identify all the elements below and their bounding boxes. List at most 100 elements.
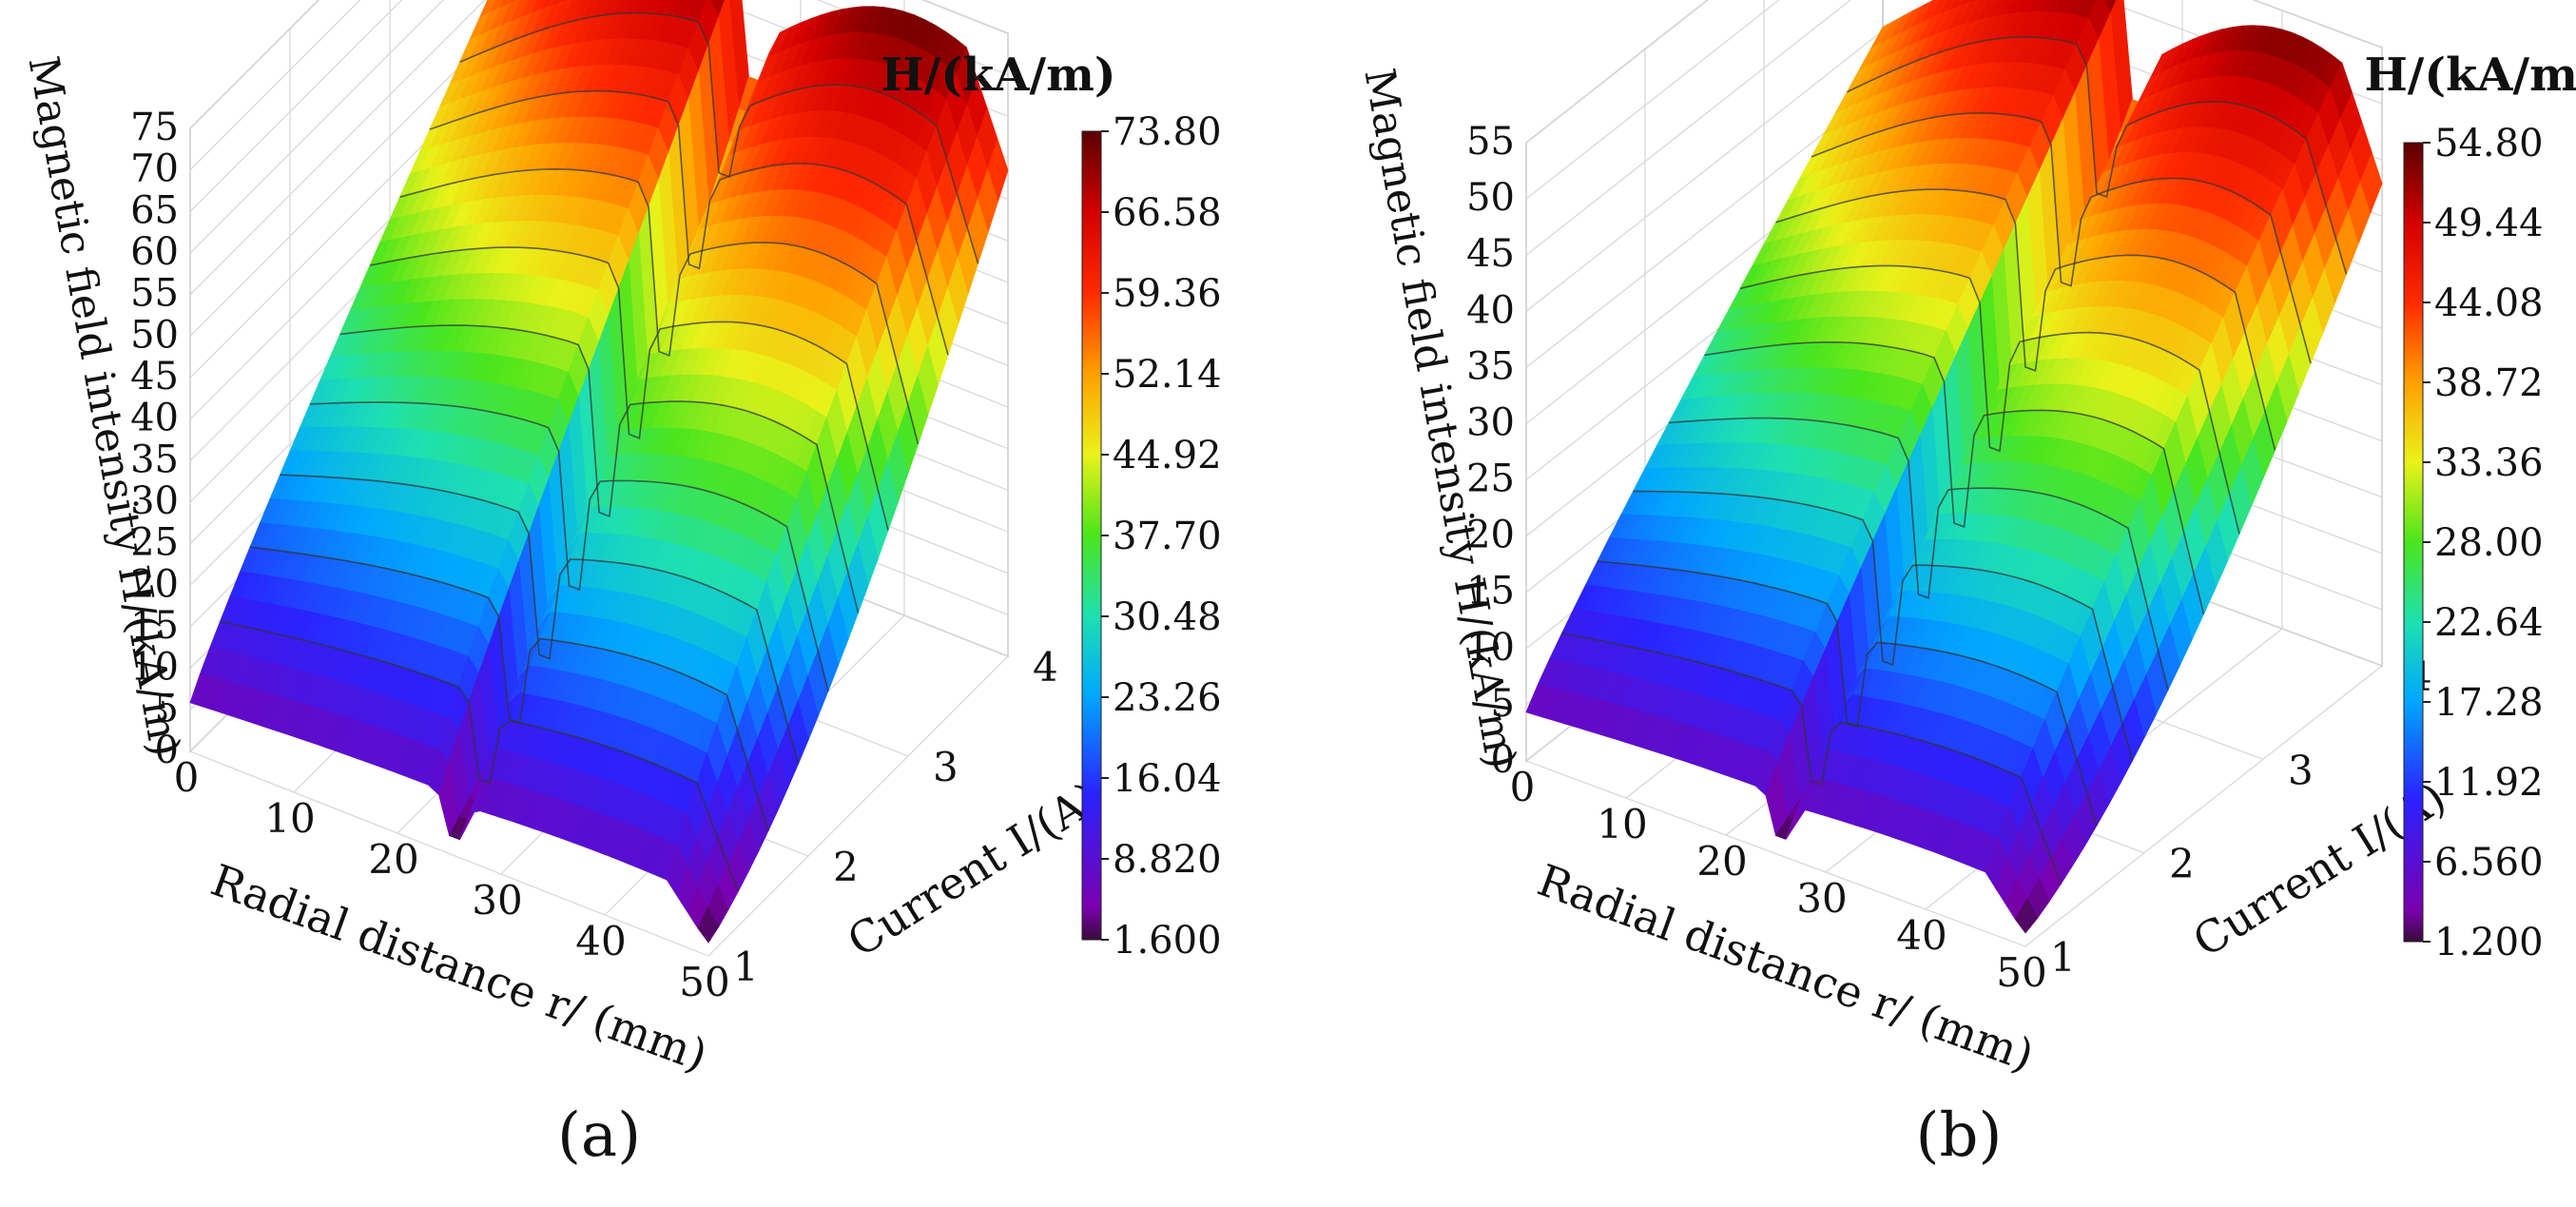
x-tick-label: 30 [1796,875,1847,922]
contour-line [369,246,889,531]
z-tick-label: 55 [1466,120,1515,164]
floor-gridline-r [2024,665,2383,947]
surface-patch [2015,898,2038,934]
colorbar-tick-label: 1.200 [2434,921,2544,964]
floor-gridline-i [1525,760,2026,947]
x-tick-label: 0 [1510,764,1536,810]
colorbar-tick-label: 22.64 [2434,601,2544,645]
contour-line [249,546,769,831]
x-tick-label: 10 [1597,801,1647,847]
contour-line [1704,341,2205,614]
colorbar-tick-label: 1.600 [1113,919,1222,963]
colorbar-tick-label: 44.92 [1113,434,1222,477]
colorbar-gradient [2403,142,2424,943]
colorbar-tick-label: 44.08 [2434,282,2544,325]
z-tick-label: 50 [1466,176,1515,220]
x-tick-label: 50 [679,959,729,1005]
colorbar-tick-label: 28.00 [2434,521,2544,565]
colorbar-tick-label: 66.58 [1113,191,1222,235]
contour-line [429,89,949,356]
y-tick-label: 1 [2050,934,2076,981]
x-axis-title: Radial distance r/ (mm) [204,854,713,1081]
z-tick-label: 10 [1466,626,1515,670]
y-tick-label: 2 [833,844,859,890]
contour-line [1561,633,2063,885]
contour-line [1811,111,2312,364]
z-tick-label: 75 [130,106,179,149]
z-tick-label: 30 [1466,400,1515,444]
z-tick-label: 55 [130,272,179,316]
z-tick-label: 70 [130,147,179,191]
z-tick-label: 10 [130,646,179,690]
colorbar-tick-label: 8.820 [1113,838,1222,882]
y-tick-label: 2 [2169,841,2195,887]
colorbar-tick-label: 54.80 [2434,122,2544,165]
z-tick-label: 0 [1491,738,1515,782]
surface [1525,0,2383,934]
y-axis: 1 2 3 4 [733,644,1058,990]
colorbar-title: H/(kA/m) [881,49,1115,102]
z-tick-label: 35 [130,438,179,481]
z-tick-label: 50 [130,313,179,357]
colorbar-tick-label: 6.560 [2434,841,2544,885]
contour-line [280,474,800,765]
z-tick-label: 40 [130,397,179,440]
z-tick-label: 15 [130,604,179,648]
colorbar-tick-label: 23.26 [1113,676,1222,720]
z-tick-label: 60 [130,230,179,274]
contour-line [1633,490,2134,762]
colorbar-gradient [1081,130,1102,941]
colorbar-tick-label: 52.14 [1113,353,1222,397]
colorbar-tick-label: 17.28 [2434,681,2544,725]
z-tick-label: 20 [1466,514,1515,557]
z-tick-label: 45 [1466,232,1515,276]
z-tick-label: 40 [1466,288,1515,332]
y-axis-title: Current I/(A) [839,771,1109,967]
colorbar-tick-label: 37.70 [1113,515,1222,558]
z-tick-label: 25 [1466,457,1515,501]
x-axis: 0 10 20 30 40 50 [1510,764,2047,996]
floor-gridline-r [707,655,1009,957]
floor-gridline-i [189,750,709,957]
panel-label: (b) [1916,1100,2003,1171]
contour-line [1597,560,2098,827]
x-tick-label: 30 [472,877,522,924]
z-axis: 0 5 10 15 20 25 30 35 40 45 50 55 [1466,120,1515,782]
z-tick-label: 35 [1466,344,1515,388]
colorbar-title: H/(kA/m) [2364,49,2576,102]
surface [189,0,1009,944]
colorbar: 54.80 49.44 44.08 38.72 33.36 28.00 22.64 17.28… [2364,49,2576,964]
contour-line [459,11,979,264]
contour-line [220,620,740,892]
z-tick-label: 5 [155,687,179,730]
panel-a: 0510152025303540455055606570750102030405… [18,0,1222,1171]
z-tick-label: 20 [130,562,179,606]
contour-line [399,167,920,445]
x-tick-label: 20 [368,836,418,883]
colorbar-tick-label: 16.04 [1113,757,1222,801]
x-tick-label: 40 [575,918,626,964]
z-tick-label: 15 [1466,570,1515,613]
x-tick-label: 0 [174,754,200,801]
z-tick-label: 30 [130,479,179,523]
y-tick-label: 4 [1033,644,1058,691]
contour-line [339,324,860,613]
z-tick-label: 65 [130,188,179,232]
panel-label: (a) [557,1100,641,1171]
x-tick-label: 40 [1896,912,1947,959]
x-tick-label: 50 [1996,949,2046,996]
z-tick-label: 0 [155,729,179,772]
surface-patch [697,905,719,944]
panel-b: 0510152025303540455055010203040501234Mag… [1354,0,2576,1171]
x-axis: 0 10 20 30 40 50 [174,754,730,1005]
y-tick-label: 3 [933,744,959,790]
colorbar-tick-label: 73.80 [1113,110,1222,154]
colorbar-tick-label: 11.92 [2434,761,2544,805]
x-tick-label: 20 [1696,838,1747,885]
z-tick-label: 25 [130,521,179,565]
y-tick-label: 1 [733,944,759,990]
colorbar-tick-label: 38.72 [2434,361,2544,405]
contour-line [1668,417,2169,691]
